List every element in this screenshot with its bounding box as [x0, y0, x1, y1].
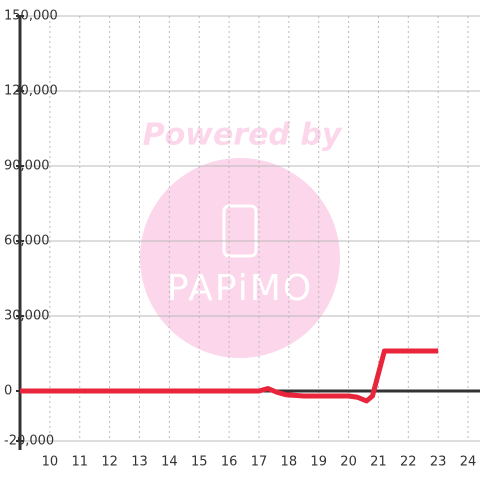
watermark-group: Powered by PAPiMO: [140, 118, 343, 358]
y-tick-label: 30,000: [4, 309, 50, 324]
y-tick-label: 150,000: [4, 9, 58, 24]
x-tick-label: 20: [340, 455, 357, 470]
x-tick-label: 13: [131, 455, 148, 470]
y-tick-label: -20,000: [4, 434, 54, 449]
x-tick-label: 12: [101, 455, 118, 470]
x-tick-label: 22: [400, 455, 417, 470]
x-tick-label: 16: [221, 455, 238, 470]
x-tick-label: 10: [42, 455, 59, 470]
x-tick-label: 11: [71, 455, 88, 470]
x-tick-label: 19: [310, 455, 327, 470]
y-tick-label: 0: [4, 384, 12, 399]
x-tick-label: 21: [370, 455, 387, 470]
x-tick-label: 14: [161, 455, 178, 470]
series-line: [20, 348, 439, 404]
y-tick-label: 120,000: [4, 84, 58, 99]
x-tick-label: 23: [430, 455, 447, 470]
watermark-logo: PAPiMO: [167, 268, 313, 309]
watermark-phone: [222, 204, 258, 258]
y-tick-label: 90,000: [4, 159, 50, 174]
x-tick-label: 24: [460, 455, 477, 470]
watermark-circle: [140, 158, 340, 358]
watermark-text: Powered by: [143, 118, 343, 153]
x-tick-label: 17: [251, 455, 268, 470]
x-tick-label: 18: [281, 455, 298, 470]
y-tick-label: 60,000: [4, 234, 50, 249]
x-tick-label: 15: [191, 455, 208, 470]
